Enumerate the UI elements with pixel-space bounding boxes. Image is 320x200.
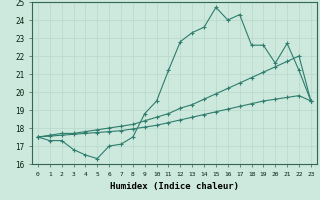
X-axis label: Humidex (Indice chaleur): Humidex (Indice chaleur)	[110, 182, 239, 191]
